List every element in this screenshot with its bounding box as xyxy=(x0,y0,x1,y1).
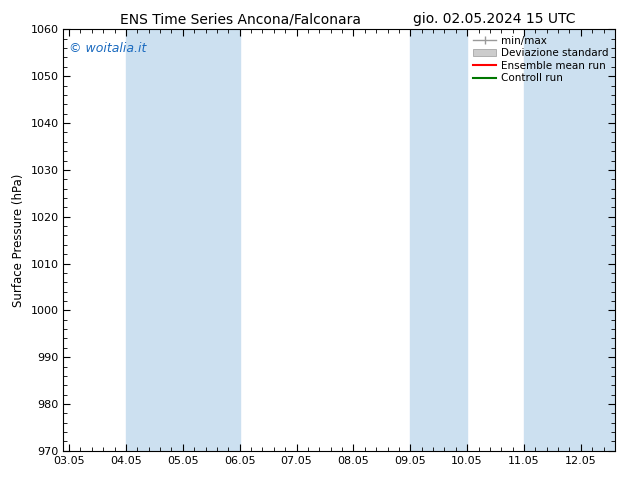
Bar xyxy=(126,29,240,451)
Text: gio. 02.05.2024 15 UTC: gio. 02.05.2024 15 UTC xyxy=(413,12,576,26)
Legend: min/max, Deviazione standard, Ensemble mean run, Controll run: min/max, Deviazione standard, Ensemble m… xyxy=(470,32,612,87)
Text: © woitalia.it: © woitalia.it xyxy=(69,42,146,55)
Bar xyxy=(410,29,467,451)
Y-axis label: Surface Pressure (hPa): Surface Pressure (hPa) xyxy=(12,173,25,307)
Bar xyxy=(524,29,581,451)
Bar xyxy=(581,29,615,451)
Text: ENS Time Series Ancona/Falconara: ENS Time Series Ancona/Falconara xyxy=(120,12,361,26)
